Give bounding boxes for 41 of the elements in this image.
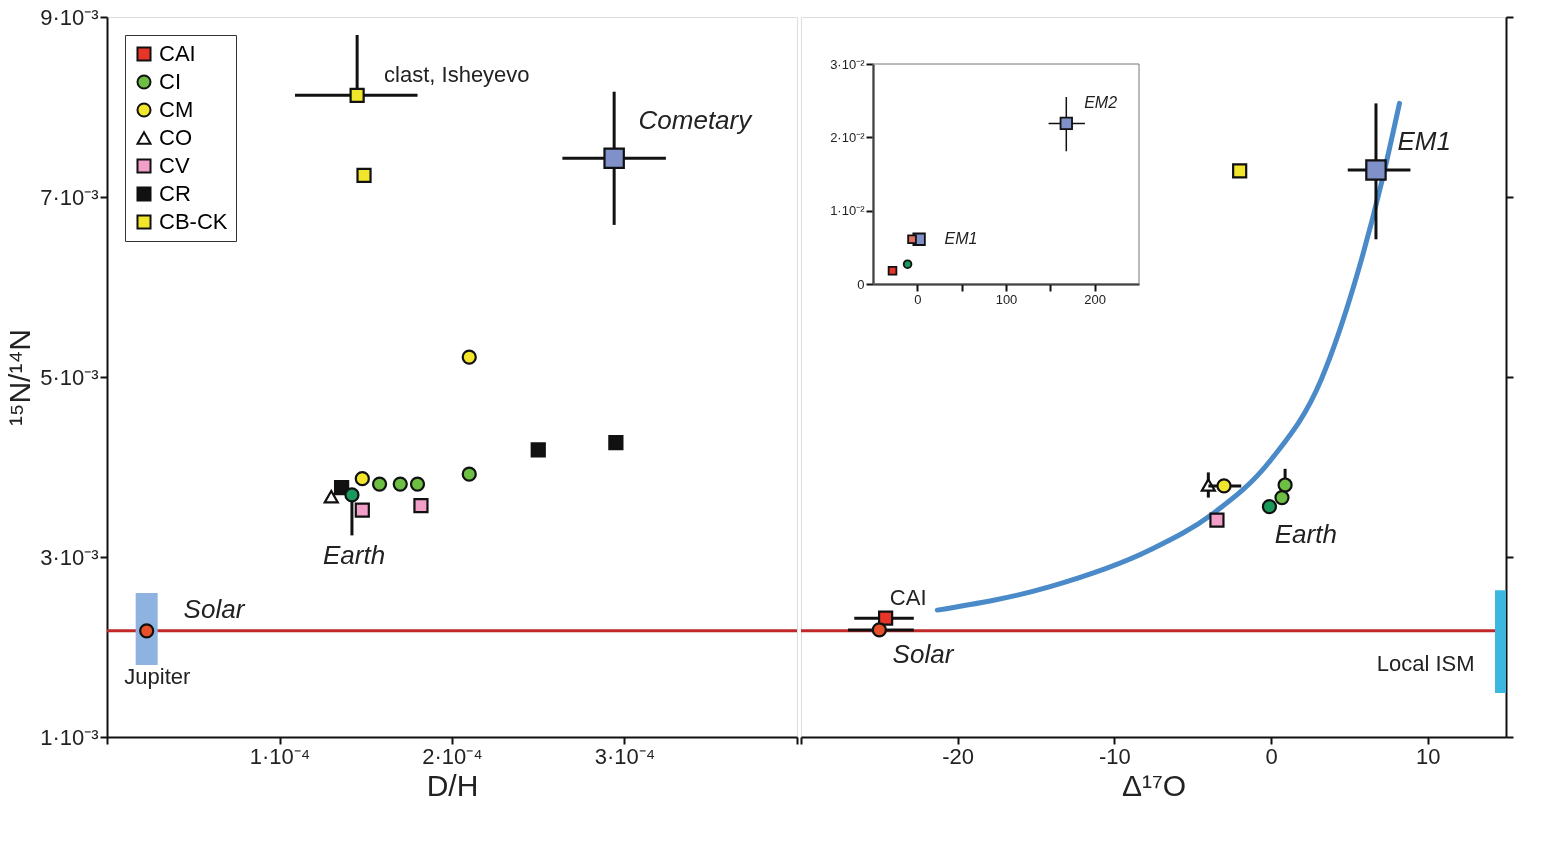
legend-label: CR	[159, 181, 191, 206]
y-tick-label: 1·10⁻³	[40, 724, 99, 750]
legend-label: CM	[159, 97, 194, 122]
y-tick-label: 3·10⁻³	[40, 544, 99, 570]
x-tick-label: 200	[1084, 291, 1107, 307]
annotation: Cometary	[638, 105, 754, 136]
y-axis-title: ¹⁵N/¹⁴N	[3, 329, 37, 426]
x-tick-label: 0	[1265, 743, 1278, 769]
legend-label: CV	[159, 153, 190, 178]
x-tick-label: -10	[1098, 743, 1131, 769]
legend-label: CB-CK	[159, 209, 228, 234]
y-tick-label: 3·10⁻²	[830, 56, 866, 72]
annotation: EM2	[1084, 94, 1118, 112]
legend-label: CAI	[159, 41, 196, 66]
annotation: clast, Isheyevo	[384, 61, 530, 87]
y-tick-label: 9·10⁻³	[40, 4, 99, 30]
legend-label: CO	[159, 125, 192, 150]
y-tick-label: 5·10⁻³	[40, 364, 99, 390]
y-tick-label: 1·10⁻²	[830, 203, 866, 219]
x-axis-title: D/H	[426, 768, 479, 802]
legend-label: CI	[159, 69, 181, 94]
x-tick-label: 2·10⁻⁴	[422, 743, 483, 769]
y-tick-label: 2·10⁻²	[830, 129, 866, 145]
annotation: Solar	[183, 594, 246, 625]
annotation: Jupiter	[124, 664, 191, 690]
annotation: Earth	[322, 539, 386, 570]
annotation: Solar	[892, 638, 955, 669]
annotation: CAI	[889, 585, 927, 611]
annotation: Local ISM	[1376, 650, 1475, 676]
y-tick-label: 0	[857, 276, 865, 292]
y-tick-label: 7·10⁻³	[40, 184, 99, 210]
annotation: EM1	[1397, 125, 1451, 156]
annotation: EM1	[944, 230, 978, 248]
x-tick-label: 100	[995, 291, 1018, 307]
x-tick-label: 0	[914, 291, 922, 307]
annotation: Earth	[1274, 519, 1337, 550]
x-tick-label: -20	[942, 743, 975, 769]
x-tick-label: 3·10⁻⁴	[594, 743, 656, 769]
x-axis-title: Δ¹⁷O	[1121, 768, 1187, 802]
x-tick-label: 10	[1415, 743, 1441, 769]
x-tick-label: 1·10⁻⁴	[249, 743, 311, 769]
